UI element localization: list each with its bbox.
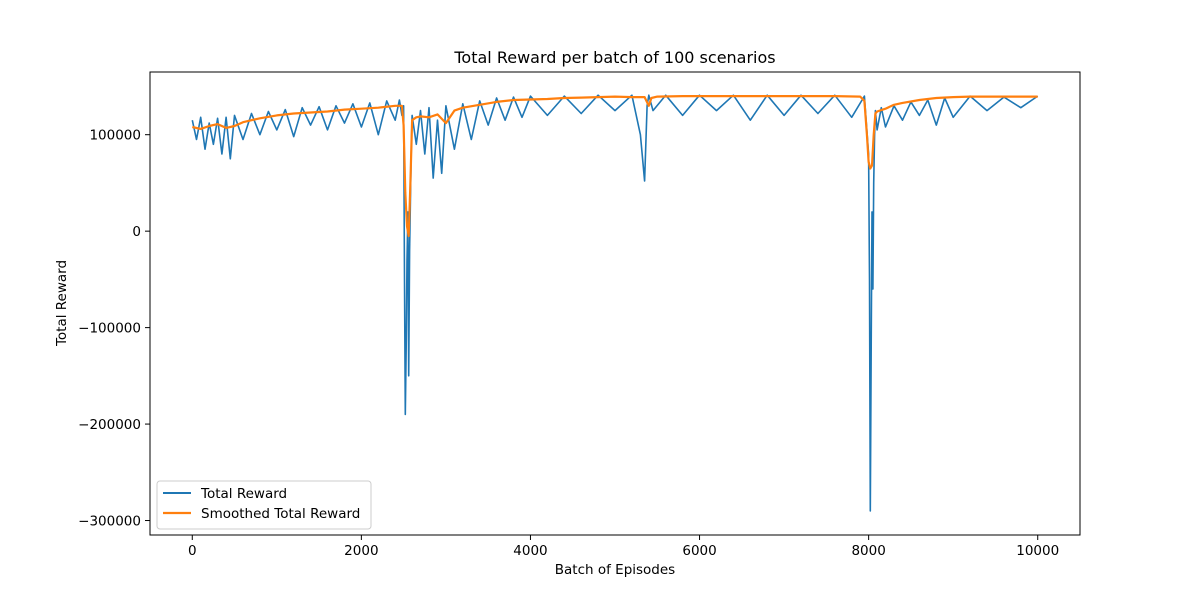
y-tick-label: −200000 xyxy=(78,417,141,433)
y-tick-label: −100000 xyxy=(78,321,141,337)
x-axis-title: Batch of Episodes xyxy=(555,562,675,578)
series-line-smoothed-total-reward xyxy=(192,94,1038,238)
y-tick-label: 100000 xyxy=(89,128,141,144)
legend-box xyxy=(156,480,372,530)
y-axis-title: Total Reward xyxy=(54,260,70,347)
x-tick-label: 10000 xyxy=(1016,543,1059,559)
series-line-total-reward xyxy=(191,94,1039,512)
y-tick-label: 0 xyxy=(132,224,141,240)
plot-frame xyxy=(149,71,1081,536)
y-tick-label: −300000 xyxy=(78,514,141,530)
x-tick-label: 2000 xyxy=(344,543,378,559)
legend: Total Reward Smoothed Total Reward xyxy=(156,480,372,530)
legend-label-smoothed-total-reward: Smoothed Total Reward xyxy=(201,506,360,522)
x-tick-label: 4000 xyxy=(513,543,547,559)
plot-lines xyxy=(191,94,1039,512)
y-axis-ticks: 100000 0 −100000 −200000 −300000 xyxy=(78,128,150,530)
x-tick-label: 0 xyxy=(188,543,197,559)
x-tick-label: 8000 xyxy=(851,543,885,559)
chart-title: Total Reward per batch of 100 scenarios xyxy=(453,48,775,67)
x-tick-label: 6000 xyxy=(682,543,716,559)
legend-label-total-reward: Total Reward xyxy=(200,486,287,502)
x-axis-ticks: 0 2000 4000 6000 8000 10000 xyxy=(188,535,1059,559)
